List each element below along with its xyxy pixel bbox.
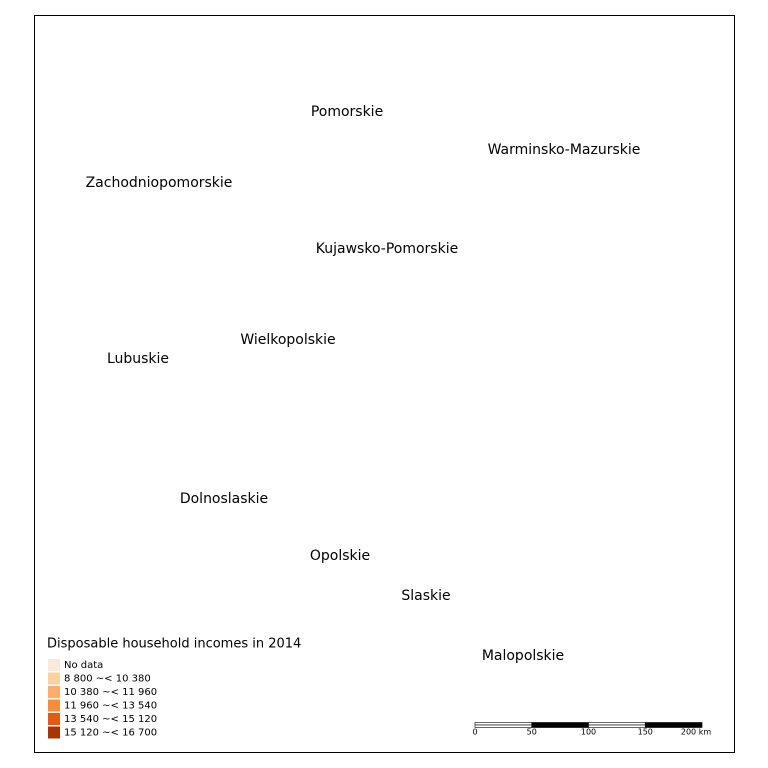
legend-swatch xyxy=(48,659,60,671)
scale-label: 150 xyxy=(638,728,653,737)
map-frame xyxy=(34,15,735,753)
region-label: Slaskie xyxy=(401,588,450,604)
legend-swatch xyxy=(48,726,60,739)
legend-label: 13 540 ~< 15 120 xyxy=(64,714,157,725)
legend-swatch xyxy=(48,672,60,685)
scale-label: 0 xyxy=(472,728,477,737)
legend-label: 15 120 ~< 16 700 xyxy=(64,728,157,739)
region-label: Pomorskie xyxy=(311,104,383,120)
region-label: Opolskie xyxy=(310,548,370,564)
region-label: Warminsko-Mazurskie xyxy=(488,142,641,158)
legend-label: 8 800 ~< 10 380 xyxy=(64,674,151,685)
scale-segment-bottom xyxy=(644,724,703,728)
legend-swatch xyxy=(48,713,60,725)
legend-label: 11 960 ~< 13 540 xyxy=(64,701,157,712)
scale-segment-top xyxy=(644,722,703,726)
scale-segment-top xyxy=(588,722,646,726)
scale-label: 100 xyxy=(581,728,596,737)
scale-segment-bottom xyxy=(474,724,533,728)
region-label: Kujawsko-Pomorskie xyxy=(316,241,458,257)
legend-title: Disposable household incomes in 2014 xyxy=(47,637,301,652)
region-label: Dolnoslaskie xyxy=(180,491,268,507)
region-label: Wielkopolskie xyxy=(240,332,335,348)
region-label: Zachodniopomorskie xyxy=(86,175,233,191)
region-label: Malopolskie xyxy=(482,648,564,664)
scale-label: 200 km xyxy=(681,728,711,737)
region-label: Lubuskie xyxy=(107,351,169,367)
legend-label: 10 380 ~< 11 960 xyxy=(64,687,157,698)
legend-swatch xyxy=(48,699,60,712)
legend-label: No data xyxy=(64,660,103,671)
scale-segment-top xyxy=(474,722,533,726)
legend-swatch xyxy=(48,686,60,698)
scale-segment-top xyxy=(531,722,589,726)
scale-label: 50 xyxy=(527,728,537,737)
